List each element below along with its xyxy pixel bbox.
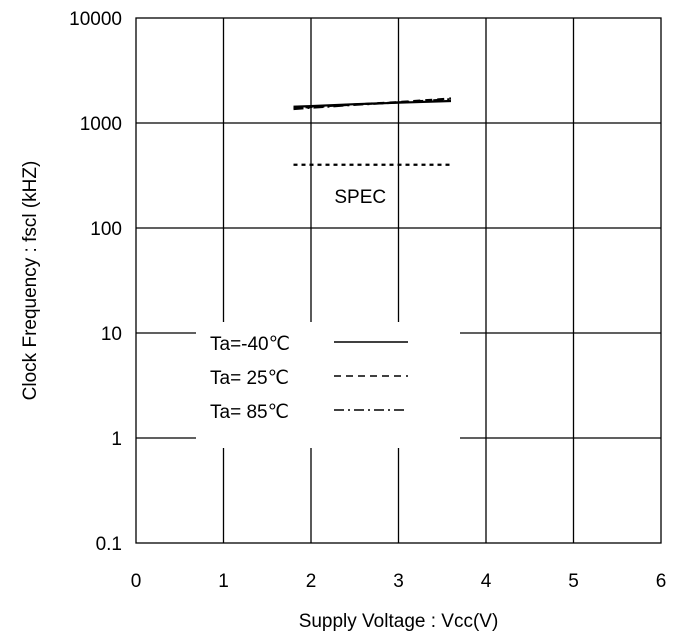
- x-tick-label: 0: [131, 571, 142, 592]
- plot-frame: [135, 17, 662, 544]
- y-tick-label: 100: [90, 219, 122, 240]
- x-tick-label: 1: [218, 571, 229, 592]
- x-tick-label: 2: [306, 571, 317, 592]
- x-tick-label: 5: [568, 571, 579, 592]
- x-tick-label: 4: [481, 571, 492, 592]
- y-tick-label: 1: [111, 429, 122, 450]
- y-tick-labels: 0.1 1 10 100 1000 10000: [69, 9, 122, 555]
- series-line-2: [293, 98, 452, 111]
- legend-label-2: Ta= 85℃: [210, 402, 289, 423]
- data-lines: [293, 97, 452, 111]
- y-tick-label: 10: [101, 324, 122, 345]
- y-tick-label: 1000: [80, 114, 122, 135]
- legend-label-1: Ta= 25℃: [210, 368, 289, 389]
- spec-group: SPEC: [293, 163, 451, 208]
- x-tick-labels: 0 1 2 3 4 5 6: [131, 571, 667, 592]
- spec-label: SPEC: [334, 187, 386, 208]
- legend-label-0: Ta=-40℃: [210, 334, 290, 355]
- legend: Ta=-40℃ Ta= 25℃ Ta= 85℃: [196, 322, 460, 448]
- y-tick-label: 10000: [69, 9, 122, 30]
- y-axis-label: Clock Frequency : fscl (kHZ): [20, 161, 41, 401]
- x-axis-label: Supply Voltage : Vcc(V): [299, 611, 499, 632]
- grid-lines: [136, 18, 661, 543]
- x-tick-label: 3: [393, 571, 404, 592]
- x-tick-label: 6: [656, 571, 667, 592]
- y-tick-label: 0.1: [96, 534, 122, 555]
- legend-background: [196, 322, 460, 448]
